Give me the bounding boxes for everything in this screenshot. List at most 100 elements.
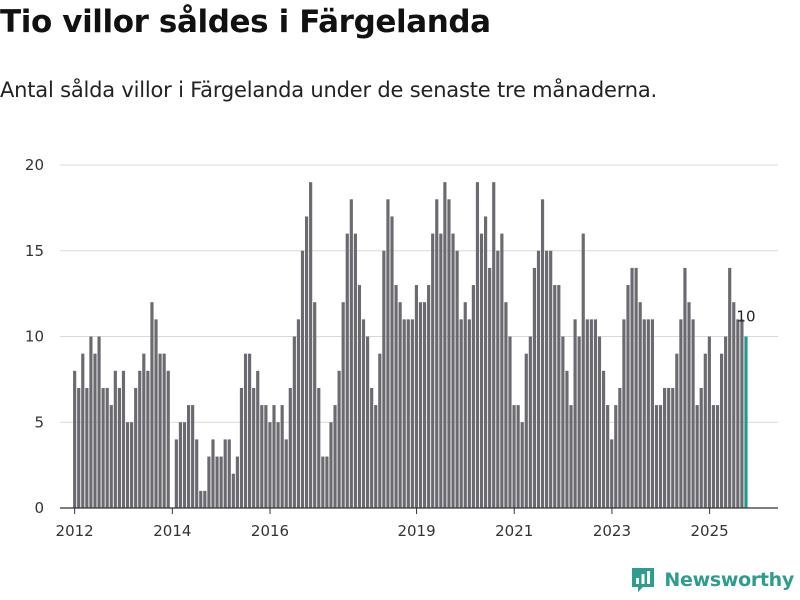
bar: [553, 285, 557, 508]
bar: [337, 370, 341, 508]
y-tick-label: 10: [25, 328, 44, 346]
bar: [422, 302, 427, 508]
bar: [231, 473, 235, 508]
bar: [280, 405, 284, 508]
bar: [174, 439, 178, 508]
bar: [512, 405, 516, 508]
bar: [264, 405, 268, 508]
bar: [711, 405, 716, 508]
bar: [728, 267, 732, 508]
bar: [589, 319, 593, 508]
bar: [89, 336, 93, 508]
bar: [488, 267, 492, 508]
bar: [150, 302, 154, 508]
bar: [235, 456, 239, 508]
brand-logo: Newsworthy: [630, 566, 794, 594]
bar: [333, 405, 337, 508]
bar: [540, 199, 545, 509]
bar: [492, 182, 496, 508]
bar: [130, 422, 134, 508]
bar: [243, 353, 248, 508]
bar: [374, 405, 378, 508]
bar: [549, 250, 553, 508]
bar: [166, 370, 170, 508]
bar: [292, 336, 296, 508]
bar: [182, 422, 187, 508]
bar: [309, 182, 313, 508]
x-axis: 2012 2014 2016 2019 2021 2023 2025: [56, 507, 778, 540]
bar: [528, 336, 532, 508]
bar: [475, 182, 480, 508]
bar: [484, 216, 488, 508]
bar: [504, 302, 508, 508]
y-tick-label: 15: [25, 242, 44, 260]
bar: [195, 439, 199, 508]
bar: [614, 405, 618, 508]
bar: [565, 370, 569, 508]
bar: [618, 387, 622, 508]
bar: [93, 353, 97, 508]
bar: [361, 319, 366, 508]
bar: [85, 387, 89, 508]
bar: [256, 370, 260, 508]
bar: [642, 319, 646, 508]
bar: [394, 285, 398, 508]
x-tick-label: 2021: [495, 522, 533, 540]
bar: [740, 319, 744, 508]
bar: [162, 353, 166, 508]
bar: [581, 233, 585, 508]
bar: [638, 302, 642, 508]
bar: [345, 233, 349, 508]
bar: [601, 370, 606, 508]
bar-latest: [744, 336, 748, 508]
bar: [158, 353, 162, 508]
y-axis-ticks: 0 5 10 15 20: [25, 156, 44, 517]
bar: [239, 387, 244, 508]
bar: [577, 336, 581, 508]
bar: [610, 439, 614, 508]
bar: [186, 405, 191, 508]
chart-title: Tio villor såldes i Färgelanda: [0, 4, 491, 40]
bar: [199, 490, 203, 508]
bar: [252, 387, 256, 508]
bar: [675, 353, 679, 508]
bar: [207, 456, 211, 508]
bar: [410, 319, 414, 508]
bar: [73, 370, 77, 508]
bar: [561, 336, 565, 508]
x-tick-label: 2023: [593, 522, 631, 540]
bar: [203, 490, 207, 508]
bar: [622, 319, 626, 508]
bar: [654, 405, 659, 508]
bar: [77, 387, 81, 508]
bar: [724, 336, 728, 508]
bar: [211, 439, 215, 508]
bar: [406, 319, 410, 508]
bar: [687, 302, 691, 508]
bar: [536, 250, 541, 508]
bar: [353, 233, 357, 508]
bar: [715, 405, 720, 508]
bar: [471, 285, 475, 508]
bar: [585, 319, 589, 508]
x-tick-label: 2019: [397, 522, 435, 540]
bar: [439, 233, 443, 508]
bar: [304, 216, 309, 508]
x-tick-label: 2025: [691, 522, 729, 540]
bar: [467, 319, 471, 508]
bar: [398, 302, 402, 508]
bar: [390, 216, 394, 508]
bar: [272, 405, 276, 508]
last-value-label: 10: [736, 308, 755, 326]
bar: [634, 267, 638, 508]
bar: [451, 233, 455, 508]
bar: [573, 319, 577, 508]
bar: [357, 285, 362, 508]
bar: [121, 370, 126, 508]
x-tick-label: 2012: [56, 522, 94, 540]
bar: [695, 405, 699, 508]
bar: [435, 199, 439, 509]
bar: [667, 387, 671, 508]
x-tick-label: 2014: [153, 522, 191, 540]
bar: [703, 353, 707, 508]
